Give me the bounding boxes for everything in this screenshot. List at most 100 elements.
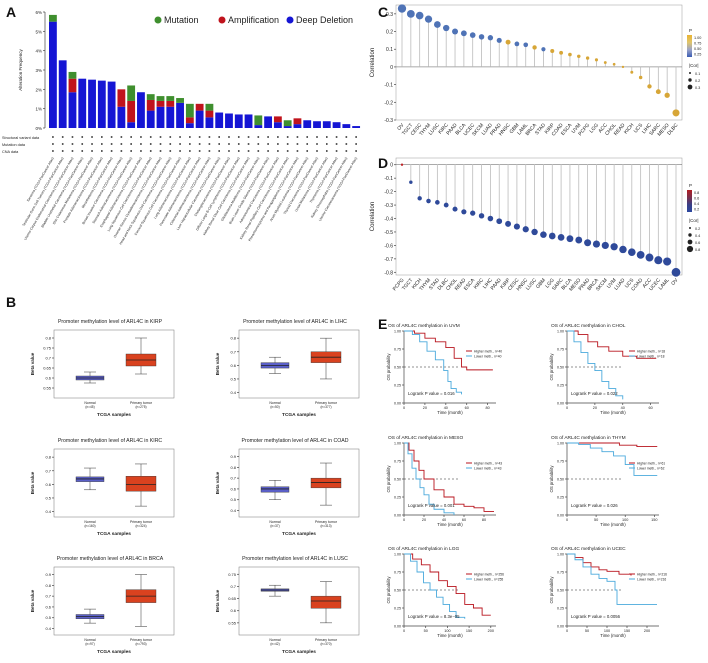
a-legend-label: Deep Deletion (296, 15, 353, 25)
b-y-axis-title: Beta value (215, 471, 220, 494)
d-x-tick-label: UVM (606, 277, 618, 289)
e-y-tick-label: 0.25 (557, 384, 564, 388)
a-data-dot (345, 150, 348, 152)
a-data-dot (140, 150, 142, 152)
d-legend-size-tick: 0.4 (695, 234, 700, 238)
a-data-dot (159, 150, 162, 152)
a-data-dot (306, 150, 309, 152)
d-point (654, 256, 663, 265)
a-data-dot (198, 143, 201, 145)
c-x-tick-label: ACC (597, 122, 609, 134)
a-data-dot (257, 136, 260, 138)
a-bar-amplification (273, 116, 282, 123)
panel-label-b: B (6, 294, 17, 310)
c-legend-size-tick: 0.2 (695, 79, 700, 83)
a-data-dot (52, 136, 54, 138)
b-y-tick-label: 0.6 (230, 486, 236, 491)
b-x-axis-title: TCGA samples (282, 531, 316, 537)
b-y-tick-label: 0.6 (45, 604, 51, 609)
e-y-tick-label: 0.75 (394, 571, 401, 575)
e-x-axis-title: Time (month) (600, 410, 626, 415)
a-legend-marker (218, 16, 226, 24)
a-bar-amplification (68, 78, 77, 93)
d-x-tick-label: UCS (624, 277, 636, 289)
e-y-tick-label: 1.00 (394, 442, 401, 446)
d-legend-p-tick: 0.8 (694, 191, 699, 195)
b-y-tick-label: 0.8 (45, 455, 51, 460)
b-y-tick-label: 0.7 (230, 584, 236, 589)
b-y-tick-label: 0.75 (43, 346, 52, 351)
a-data-dot (247, 150, 250, 152)
e-x-axis-title: Time (month) (600, 522, 626, 527)
e-y-tick-label: 0.00 (557, 514, 564, 518)
b-y-tick-label: 0.8 (230, 465, 236, 470)
b-x-normal-n: (n=45) (85, 405, 94, 409)
a-data-dot (257, 143, 260, 145)
b-y-tick-label: 0.4 (45, 509, 51, 514)
a-legend-marker (154, 16, 162, 24)
e-curve-high (567, 553, 632, 576)
b-y-tick-label: 0.4 (230, 390, 236, 395)
e-x-tick-label: 40 (621, 406, 625, 410)
b-x-tumor-label: Primary tumor (130, 520, 153, 524)
e-curve-low (404, 330, 462, 395)
e-y-tick-label: 1.00 (557, 442, 564, 446)
e-y-tick-label: 1.00 (557, 553, 564, 557)
a-data-dot (296, 150, 299, 152)
a-bar-deletion (49, 21, 57, 129)
c-x-tick-label: OV (396, 122, 406, 132)
panel-label-d: D (378, 155, 389, 171)
e-y-axis-title: OS probability (549, 465, 554, 493)
e-x-axis-title: Time (month) (600, 633, 626, 638)
b-x-axis-title: TCGA samples (282, 649, 316, 655)
b-x-tumor-label: Primary tumor (130, 638, 153, 642)
a-data-dot (140, 136, 142, 138)
c-y-tick-label: 0.2 (386, 30, 393, 36)
a-data-dot (228, 136, 230, 138)
e-pvalue-label: Logrank P value = 0.016 (408, 391, 455, 396)
a-data-dot (130, 150, 132, 152)
e-x-tick-label: 0 (566, 518, 568, 522)
e-legend-low-label: Lower meth., n=43 (474, 467, 502, 471)
c-point (460, 30, 467, 37)
c-point (647, 84, 652, 89)
a-data-dot (286, 143, 289, 145)
d-legend-p-title: P (689, 183, 692, 188)
e-y-tick-label: 0.25 (557, 496, 564, 500)
a-data-dot (316, 136, 318, 138)
a-bar-deletion (88, 79, 96, 128)
a-data-dot (179, 143, 181, 145)
d-point (584, 239, 592, 247)
d-point (461, 209, 467, 215)
a-row-label: CNA data (2, 150, 19, 154)
a-bar-deletion (156, 106, 165, 128)
c-y-axis-title: Correlation (370, 48, 376, 77)
a-data-dot (91, 136, 93, 138)
e-legend-high-label: Higher meth., n=216 (637, 573, 667, 577)
e-legend-high-label: Higher meth., n=43 (474, 462, 502, 466)
e-plot-title: OS of ARL4C methylation in UCEC (551, 546, 626, 552)
a-data-dot (296, 143, 299, 145)
a-bar-deletion (137, 92, 145, 128)
a-data-dot (120, 150, 123, 152)
d-point (628, 248, 636, 256)
a-bar-amplification (185, 117, 194, 124)
a-data-dot (325, 143, 328, 145)
d-point (505, 220, 512, 227)
c-legend-colorbar (687, 35, 692, 57)
b-y-tick-label: 0.75 (228, 572, 237, 577)
a-data-dot (159, 136, 162, 138)
e-x-tick-label: 50 (424, 629, 428, 633)
d-point (645, 253, 654, 262)
c-y-tick-label: 0.1 (386, 47, 393, 53)
a-bar-deletion (215, 112, 224, 128)
a-bar-amplification (195, 103, 204, 111)
e-y-axis-title: OS probability (386, 353, 391, 381)
a-data-dot (71, 136, 74, 138)
a-y-tick-label: 3% (35, 68, 42, 73)
b-box-tumor (310, 477, 342, 489)
c-point (638, 75, 643, 80)
a-data-dot (169, 136, 172, 138)
a-data-dot (306, 136, 309, 138)
e-curve-low (567, 553, 657, 605)
